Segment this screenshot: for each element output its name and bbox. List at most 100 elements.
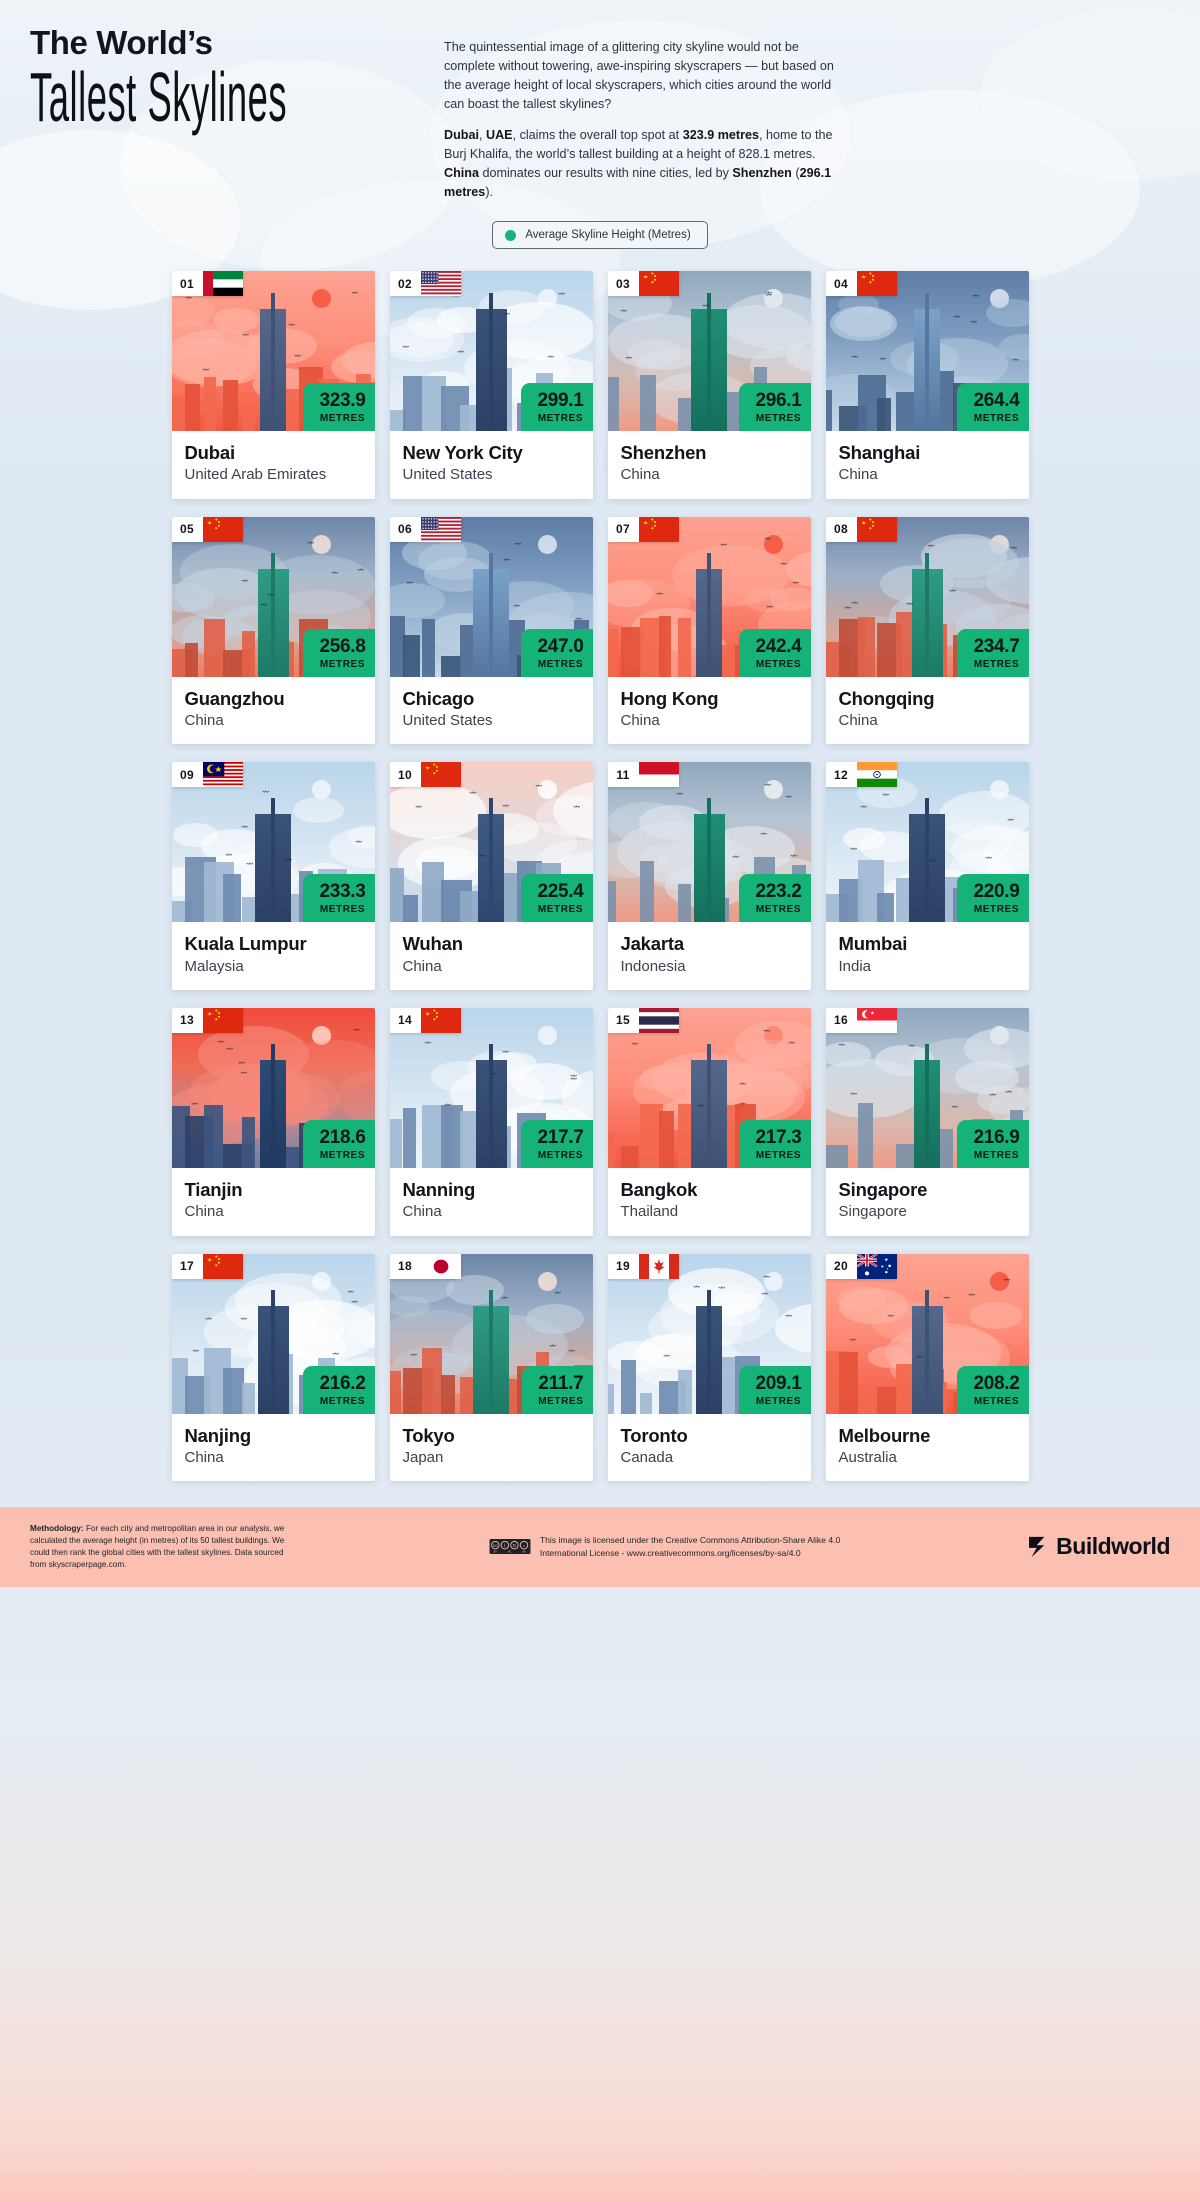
- city-card[interactable]: 14 217.7 METRES Nanning China: [389, 1007, 593, 1236]
- legend-dot-icon: [505, 229, 517, 241]
- city-card[interactable]: 15 217.3 METRES Bangkok Thailand: [607, 1007, 811, 1236]
- country-name: United Arab Emirates: [184, 466, 327, 484]
- city-card[interactable]: 07 242.4 METRES Hong Kong China: [607, 516, 811, 745]
- city-card[interactable]: 09 233.3 METRES Kuala Lumpur Malaysia: [171, 762, 375, 990]
- city-card[interactable]: 01 323.9 METRES Dubai United Arab Emirat…: [171, 271, 375, 499]
- city-card[interactable]: 12 220.9 METRES Mumbai India: [825, 762, 1029, 990]
- height-unit: METRES: [319, 413, 366, 425]
- country-name: Thailand: [620, 1203, 679, 1221]
- city-illustration: 13 218.6 METRES: [171, 1007, 375, 1168]
- city-card[interactable]: 05 256.8 METRES Guangzhou China: [171, 516, 375, 745]
- city-card[interactable]: 10 225.4 METRES Wuhan China: [389, 762, 593, 990]
- rank-badge: 08: [825, 516, 897, 542]
- brand-logo[interactable]: Buildworld: [1027, 1533, 1170, 1560]
- country-name: Singapore: [838, 1203, 907, 1221]
- city-name: Nanjing: [184, 1424, 252, 1446]
- height-unit: METRES: [537, 1149, 584, 1161]
- country-name: Australia: [838, 1448, 897, 1466]
- height-value: 217.7: [537, 1126, 584, 1148]
- city-name: Singapore: [838, 1178, 928, 1200]
- rank-number: 03: [607, 271, 639, 297]
- height-value: 234.7: [973, 635, 1020, 657]
- city-card[interactable]: 11 223.2 METRES Jakarta Indonesia: [607, 762, 811, 990]
- flag-icon-cn: [420, 762, 461, 788]
- rank-badge: 20: [825, 1253, 897, 1279]
- city-name: Chicago: [402, 687, 475, 709]
- svg-text:↻: ↻: [512, 1544, 516, 1549]
- country-name: China: [184, 1203, 224, 1221]
- card-caption: Chicago United States: [390, 677, 593, 745]
- license-text: This image is licensed under the Creativ…: [540, 1534, 840, 1559]
- rank-number: 06: [389, 516, 421, 542]
- country-name: China: [620, 466, 660, 484]
- city-card[interactable]: 13 218.6 METRES Tianjin China: [171, 1007, 375, 1236]
- footer: Methodology: For each city and metropoli…: [0, 1507, 1200, 1587]
- height-metric: 299.1 METRES: [521, 383, 593, 432]
- rank-number: 18: [389, 1253, 421, 1279]
- city-card[interactable]: 03 296.1 METRES Shenzhen China: [607, 271, 811, 499]
- city-card[interactable]: 06 247.0 METRES Chicago United States: [389, 516, 593, 745]
- height-unit: METRES: [755, 904, 802, 916]
- rank-badge: 15: [607, 1007, 679, 1033]
- height-metric: 247.0 METRES: [521, 628, 593, 677]
- city-card[interactable]: 16 216.9 METRES Singapore Singapore: [825, 1007, 1029, 1236]
- city-name: Mumbai: [838, 933, 908, 955]
- flag-icon-ae: [202, 271, 243, 297]
- height-unit: METRES: [973, 1395, 1020, 1407]
- city-card[interactable]: 02 299.1 METRES New York City United Sta…: [389, 271, 593, 499]
- city-card[interactable]: 04 264.4 METRES Shanghai China: [825, 271, 1029, 499]
- country-name: China: [402, 957, 442, 975]
- card-caption: Melbourne Australia: [826, 1414, 1029, 1482]
- rank-badge: 16: [825, 1007, 897, 1033]
- city-name: Melbourne: [838, 1424, 931, 1446]
- legend-chip[interactable]: Average Skyline Height (Metres): [492, 221, 708, 250]
- flag-icon-us: [420, 516, 461, 542]
- city-illustration: 20 208.2 METRES: [825, 1253, 1029, 1414]
- height-value: 220.9: [973, 881, 1020, 903]
- height-value: 323.9: [319, 390, 366, 412]
- height-value: 218.6: [319, 1126, 366, 1148]
- city-illustration: 05 256.8 METRES: [171, 516, 375, 677]
- rank-number: 19: [607, 1253, 639, 1279]
- card-caption: Shanghai China: [826, 431, 1029, 499]
- city-illustration: 08 234.7 METRES: [825, 516, 1029, 677]
- height-unit: METRES: [755, 413, 802, 425]
- height-unit: METRES: [319, 1395, 366, 1407]
- city-name: Nanning: [402, 1178, 476, 1200]
- city-illustration: 14 217.7 METRES: [389, 1007, 593, 1168]
- city-illustration: 06 247.0 METRES: [389, 516, 593, 677]
- rank-badge: 18: [389, 1253, 461, 1279]
- city-name: Guangzhou: [184, 687, 285, 709]
- rank-number: 02: [389, 271, 421, 297]
- city-name: Hong Kong: [620, 687, 719, 709]
- rank-badge: 17: [171, 1253, 243, 1279]
- height-value: 211.7: [538, 1372, 584, 1394]
- city-illustration: 11 223.2 METRES: [607, 762, 811, 923]
- city-card[interactable]: 08 234.7 METRES Chongqing China: [825, 516, 1029, 745]
- height-value: 223.2: [755, 881, 802, 903]
- height-metric: 216.9 METRES: [957, 1119, 1029, 1168]
- city-card[interactable]: 19 209.1 METRES Toronto Canada: [607, 1253, 811, 1482]
- height-unit: METRES: [319, 904, 366, 916]
- methodology-note: Methodology: For each city and metropoli…: [30, 1524, 285, 1569]
- city-illustration: 15 217.3 METRES: [607, 1007, 811, 1168]
- height-metric: 225.4 METRES: [521, 874, 593, 923]
- rank-number: 15: [607, 1007, 639, 1033]
- intro-paragraph-1: The quintessential image of a glittering…: [444, 40, 834, 112]
- city-card[interactable]: 18 211.7 METRES Tokyo Japan: [389, 1253, 593, 1482]
- city-card[interactable]: 20 208.2 METRES Melbourne Australia: [825, 1253, 1029, 1482]
- rank-number: 13: [171, 1007, 203, 1033]
- buildworld-mark-icon: [1029, 1536, 1045, 1558]
- city-name: Jakarta: [620, 933, 685, 955]
- height-metric: 223.2 METRES: [739, 874, 811, 923]
- city-name: Tokyo: [402, 1424, 455, 1446]
- city-illustration: 12 220.9 METRES: [825, 762, 1029, 923]
- city-card[interactable]: 17 216.2 METRES Nanjing China: [171, 1253, 375, 1482]
- country-name: Indonesia: [620, 957, 686, 975]
- height-metric: 218.6 METRES: [303, 1119, 375, 1168]
- height-unit: METRES: [319, 1149, 366, 1161]
- height-metric: 216.2 METRES: [303, 1365, 375, 1414]
- height-metric: 323.9 METRES: [303, 383, 375, 432]
- city-illustration: 17 216.2 METRES: [171, 1253, 375, 1414]
- flag-icon-us: [420, 271, 461, 297]
